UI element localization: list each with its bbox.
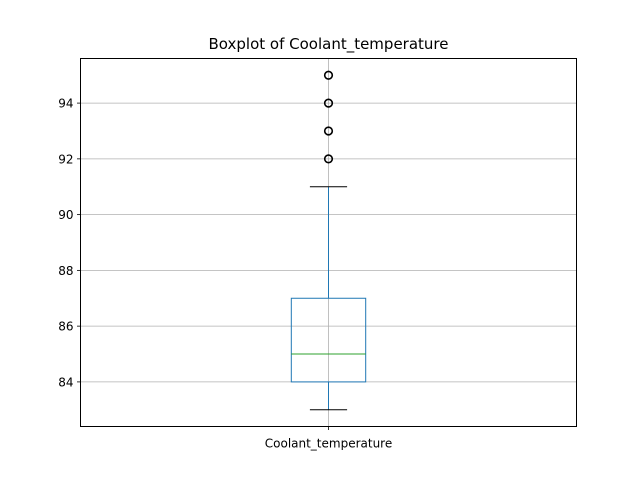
plot-area-frame bbox=[80, 58, 577, 427]
outlier-point bbox=[323, 98, 334, 108]
y-tick-label: 92 bbox=[58, 152, 73, 166]
outlier-point bbox=[323, 154, 334, 164]
box-plots bbox=[290, 70, 367, 411]
y-tick-label: 94 bbox=[58, 97, 73, 111]
outlier-point bbox=[323, 70, 334, 80]
iqr-box bbox=[290, 297, 367, 383]
chart-title: Boxplot of Coolant_temperature bbox=[209, 35, 449, 54]
x-tick-label: Coolant_temperature bbox=[265, 437, 393, 451]
y-tick-label: 86 bbox=[58, 320, 73, 334]
y-tick-label: 88 bbox=[58, 264, 73, 278]
y-tick-label: 84 bbox=[58, 375, 73, 389]
y-tick-label: 90 bbox=[58, 208, 73, 222]
x-axis-ticks: Coolant_temperature bbox=[265, 426, 393, 451]
box-group bbox=[290, 70, 367, 411]
y-axis-ticks: 84 86 88 90 92 94 bbox=[58, 97, 81, 389]
outlier-point bbox=[323, 126, 334, 136]
